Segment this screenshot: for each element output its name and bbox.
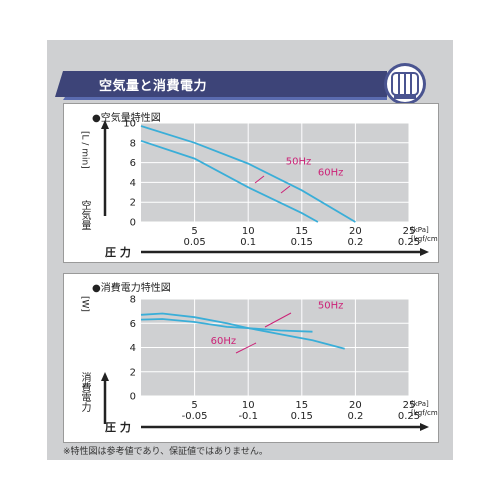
y-tick-label: 8: [130, 295, 136, 306]
y-tick-label: 2: [130, 367, 136, 378]
x-tick-label-secondary: 0.2: [347, 237, 363, 248]
x-unit-primary: [kPa]: [411, 226, 429, 234]
series-annotation-50hz: 50Hz: [318, 301, 344, 312]
x-tick-label-secondary: 0.05: [183, 237, 205, 248]
x-axis-label: 圧 力: [105, 245, 131, 259]
x-tick-label-secondary: -0.05: [182, 411, 208, 422]
air-volume-chart: 024681050.05100.1150.15200.2250.25[kPa][…: [101, 119, 438, 259]
x-tick-label: 15: [295, 400, 308, 411]
power-consumption-chart: 0 2 4 6 8 5-0.05 10-0.1 150.15 200.2 250.25 [kPa][…: [101, 295, 438, 434]
x-tick-label: 20: [349, 400, 362, 411]
y-axis-label: 消費電力: [79, 372, 90, 412]
series-line-50hz: [140, 125, 356, 223]
product-spec-page: 空気量と消費電力 ●空気量特性図 0 2 4 6 8 10 5 0.05 10 0.1 15 0.15…: [47, 40, 453, 460]
x-unit-secondary: [kgf/cm²]: [411, 409, 438, 417]
y-tick-label: 10: [123, 119, 136, 130]
section-header: 空気量と消費電力: [47, 63, 453, 107]
y-unit-label: [W]: [79, 296, 90, 312]
y-tick-label: 2: [130, 198, 136, 209]
pump-icon: [384, 63, 426, 105]
header-band: [55, 71, 387, 100]
y-tick-label: 8: [130, 138, 136, 149]
x-tick-label: 5: [191, 400, 197, 411]
x-tick-label-secondary: -0.1: [238, 411, 258, 422]
y-tick-label: 4: [130, 178, 136, 189]
x-tick-label-secondary: 0.2: [347, 411, 363, 422]
x-tick-label-secondary: 0.25: [398, 411, 420, 422]
x-tick-label-secondary: 0.25: [398, 237, 420, 248]
x-axis-label: 圧 力: [105, 420, 131, 434]
y-tick-label: 6: [130, 158, 136, 169]
series-annotation-60hz: 60Hz: [211, 336, 237, 347]
x-tick-label-secondary: 0.1: [240, 237, 256, 248]
chart-title: ●消費電力特性図: [92, 283, 171, 294]
y-tick-label: 0: [130, 392, 136, 403]
x-tick-label: 5: [191, 226, 197, 237]
chart-title: ●空気量特性図: [92, 113, 161, 124]
air-volume-chart-panel: ●空気量特性図 0 2 4 6 8 10 5 0.05 10 0.1 15 0.15 20 0.2 25 0.…: [63, 103, 439, 263]
x-tick-label-secondary: 0.15: [291, 237, 313, 248]
y-tick-label: 6: [130, 319, 136, 330]
x-tick-label: 25: [403, 400, 416, 411]
x-unit-primary: [kPa]: [411, 400, 429, 408]
series-annotation-50hz: 50Hz: [286, 157, 312, 168]
annotation-pointer: [280, 185, 291, 194]
annotation-pointer: [235, 342, 257, 354]
annotation-pointer: [264, 312, 292, 328]
y-tick-label: 0: [130, 218, 136, 229]
y-unit-label: [L / min]: [79, 131, 90, 169]
series-line-60hz: [140, 312, 345, 350]
x-tick-label: 20: [349, 226, 362, 237]
x-tick-label: 10: [242, 400, 255, 411]
x-tick-label: 15: [295, 226, 308, 237]
series-line-60hz: [140, 139, 319, 223]
annotation-pointer: [254, 175, 265, 184]
y-axis-arrowhead: [101, 120, 109, 129]
y-tick-label: 4: [130, 343, 136, 354]
x-axis-arrowhead: [420, 248, 429, 256]
section-title: 空気量と消費電力: [99, 79, 208, 94]
x-tick-label: 25: [403, 226, 416, 237]
x-unit-secondary: [kgf/cm²]: [411, 235, 438, 243]
x-tick-label: 10: [242, 226, 255, 237]
x-tick-label-secondary: 0.15: [291, 411, 313, 422]
power-consumption-chart-panel: ●消費電力特性図 0 2 4 6 8 5 -0.05 10 -0.1 15 0.15 20 0.2 25 0…: [63, 273, 439, 443]
series-line-50hz: [140, 318, 313, 333]
x-axis-arrowhead: [420, 423, 429, 431]
footnote: ※特性図は参考値であり、保証値ではありません。: [63, 447, 268, 457]
series-annotation-60hz: 60Hz: [318, 167, 344, 178]
y-axis-label: 空気量: [79, 200, 90, 230]
y-axis-arrowhead: [101, 372, 109, 381]
